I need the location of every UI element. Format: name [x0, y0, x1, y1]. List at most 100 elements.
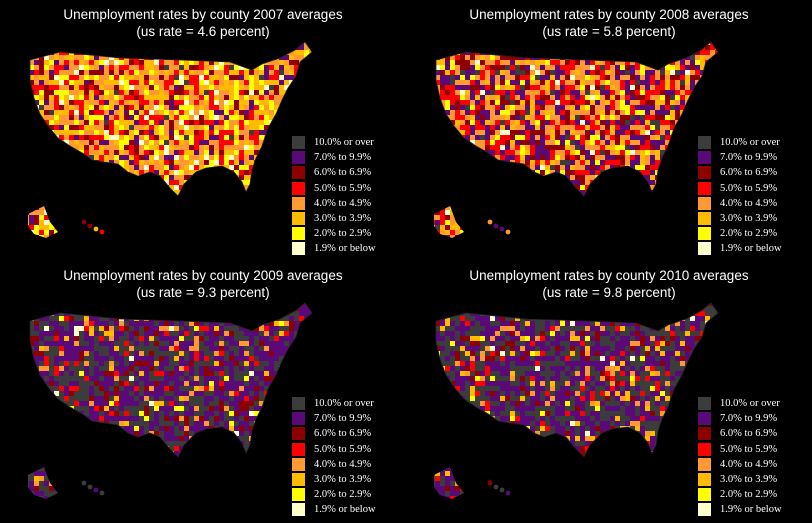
map-title-line2: (us rate = 4.6 percent): [136, 24, 270, 39]
legend-swatch: [698, 457, 711, 471]
legend-swatch: [698, 242, 711, 256]
county-cells: [434, 42, 718, 238]
legend-item: 6.0% to 6.9%: [292, 165, 376, 180]
legend-swatch: [698, 196, 711, 210]
hawaii-island: [93, 487, 99, 493]
map-title-line1: Unemployment rates by county 2009 averag…: [63, 268, 343, 283]
legend-label: 1.9% or below: [720, 243, 782, 255]
map-legend: 10.0% or over 7.0% to 9.9% 6.0% to 6.9% 5.0…: [698, 396, 782, 518]
legend-swatch: [698, 136, 711, 150]
legend-item: 4.0% to 4.9%: [698, 196, 782, 211]
map-panel-2008: Unemployment rates by county 2008 averag…: [406, 0, 812, 261]
hawaii-island: [499, 487, 505, 493]
legend-label: 5.0% to 5.9%: [314, 182, 372, 194]
map-title-line2: (us rate = 9.8 percent): [542, 285, 676, 300]
map-title: Unemployment rates by county 2010 averag…: [406, 267, 812, 301]
legend-label: 2.0% to 2.9%: [314, 489, 372, 501]
legend-swatch: [292, 427, 305, 441]
legend-swatch: [292, 181, 305, 195]
legend-item: 7.0% to 9.9%: [292, 411, 376, 426]
legend-item: 7.0% to 9.9%: [292, 150, 376, 165]
legend-label: 2.0% to 2.9%: [720, 489, 778, 501]
map-legend: 10.0% or over 7.0% to 9.9% 6.0% to 6.9% 5.0…: [698, 135, 782, 257]
legend-swatch: [698, 166, 711, 180]
county-map: [28, 302, 313, 499]
legend-label: 2.0% to 2.9%: [314, 228, 372, 240]
legend-label: 10.0% or over: [314, 137, 374, 149]
legend-item: 1.9% or below: [698, 241, 782, 256]
legend-item: 2.0% to 2.9%: [698, 487, 782, 502]
legend-label: 6.0% to 6.9%: [720, 428, 778, 440]
hawaii-island: [99, 490, 105, 496]
legend-label: 5.0% to 5.9%: [720, 443, 778, 455]
legend-label: 7.0% to 9.9%: [314, 413, 372, 425]
map-title: Unemployment rates by county 2008 averag…: [406, 6, 812, 40]
legend-item: 5.0% to 5.9%: [292, 442, 376, 457]
us-outline: [29, 41, 313, 197]
hawaii-island: [99, 229, 105, 235]
legend-label: 3.0% to 3.9%: [720, 213, 778, 225]
legend-swatch: [698, 442, 711, 456]
legend-swatch: [292, 212, 305, 226]
legend-label: 1.9% or below: [720, 504, 782, 516]
county-map: [434, 302, 719, 499]
legend-item: 10.0% or over: [698, 396, 782, 411]
legend-swatch: [698, 427, 711, 441]
legend-item: 7.0% to 9.9%: [698, 150, 782, 165]
legend-label: 6.0% to 6.9%: [720, 167, 778, 179]
legend-label: 4.0% to 4.9%: [314, 197, 372, 209]
legend-swatch: [698, 473, 711, 487]
legend-label: 4.0% to 4.9%: [720, 197, 778, 209]
legend-swatch: [292, 196, 305, 210]
legend-label: 4.0% to 4.9%: [720, 458, 778, 470]
legend-swatch: [292, 227, 305, 241]
legend-swatch: [292, 503, 305, 517]
map-legend: 10.0% or over 7.0% to 9.9% 6.0% to 6.9% 5.0…: [292, 135, 376, 257]
legend-swatch: [698, 397, 711, 411]
map-title: Unemployment rates by county 2009 averag…: [0, 267, 406, 301]
legend-item: 2.0% to 2.9%: [698, 226, 782, 241]
hawaii-island: [493, 484, 499, 490]
county-map: [28, 41, 313, 238]
legend-item: 6.0% to 6.9%: [292, 426, 376, 441]
legend-label: 7.0% to 9.9%: [720, 152, 778, 164]
legend-label: 3.0% to 3.9%: [314, 474, 372, 486]
legend-label: 1.9% or below: [314, 504, 376, 516]
legend-item: 4.0% to 4.9%: [292, 457, 376, 472]
map-title-line1: Unemployment rates by county 2008 averag…: [469, 7, 749, 22]
us-outline: [29, 302, 313, 458]
map-legend: 10.0% or over 7.0% to 9.9% 6.0% to 6.9% 5.0…: [292, 396, 376, 518]
legend-item: 3.0% to 3.9%: [698, 472, 782, 487]
map-title-line2: (us rate = 5.8 percent): [542, 24, 676, 39]
legend-label: 7.0% to 9.9%: [720, 413, 778, 425]
hawaii-island: [499, 226, 505, 232]
legend-label: 6.0% to 6.9%: [314, 428, 372, 440]
hawaii-island: [487, 219, 493, 225]
legend-label: 7.0% to 9.9%: [314, 152, 372, 164]
legend-item: 7.0% to 9.9%: [698, 411, 782, 426]
legend-item: 4.0% to 4.9%: [292, 196, 376, 211]
legend-swatch: [292, 412, 305, 426]
legend-item: 1.9% or below: [698, 502, 782, 517]
legend-item: 3.0% to 3.9%: [292, 211, 376, 226]
legend-label: 5.0% to 5.9%: [314, 443, 372, 455]
legend-item: 6.0% to 6.9%: [698, 165, 782, 180]
map-title: Unemployment rates by county 2007 averag…: [0, 6, 406, 40]
legend-swatch: [292, 166, 305, 180]
county-cells: [434, 303, 718, 499]
legend-swatch: [292, 136, 305, 150]
hawaii-island: [93, 226, 99, 232]
hawaii-island: [493, 223, 499, 229]
legend-swatch: [698, 503, 711, 517]
legend-item: 3.0% to 3.9%: [698, 211, 782, 226]
map-panel-2007: Unemployment rates by county 2007 averag…: [0, 0, 406, 261]
legend-item: 5.0% to 5.9%: [292, 181, 376, 196]
legend-item: 1.9% or below: [292, 502, 376, 517]
legend-label: 10.0% or over: [720, 398, 780, 410]
legend-label: 6.0% to 6.9%: [314, 167, 372, 179]
county-map: [434, 41, 719, 238]
legend-item: 2.0% to 2.9%: [292, 487, 376, 502]
legend-swatch: [292, 488, 305, 502]
county-cells: [28, 303, 312, 499]
legend-label: 1.9% or below: [314, 243, 376, 255]
